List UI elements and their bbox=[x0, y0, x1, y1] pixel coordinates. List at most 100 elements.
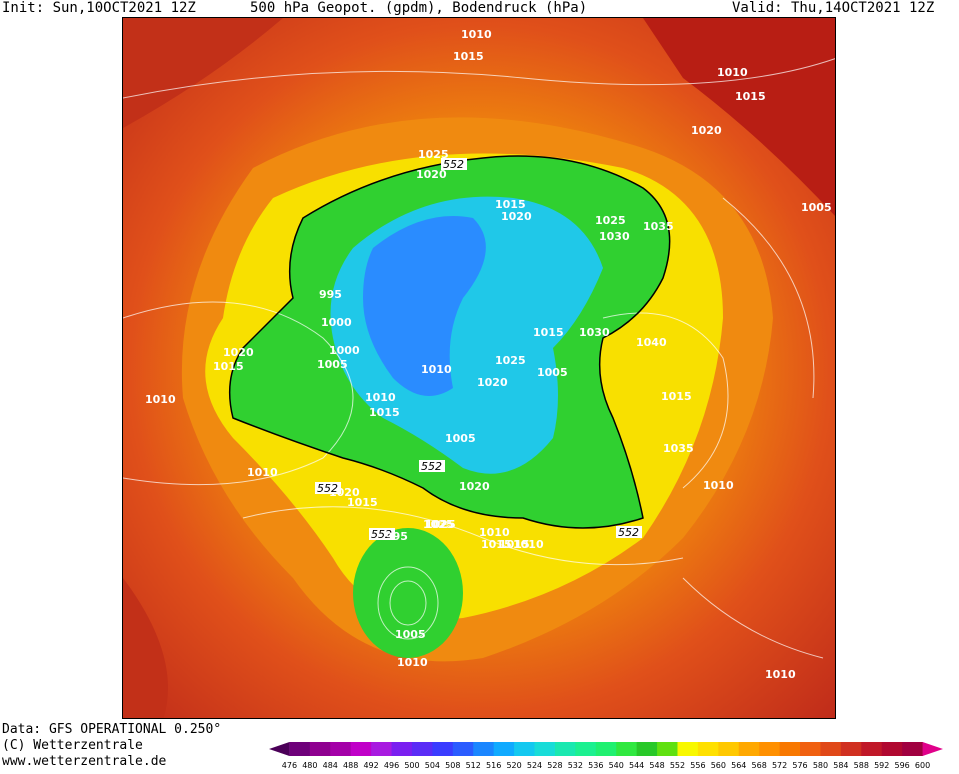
legend-tick-label: 504 bbox=[425, 761, 440, 770]
contour-label-552: 552 bbox=[317, 482, 338, 495]
warm-zone-sw bbox=[123, 578, 168, 718]
legend-tick-label: 540 bbox=[609, 761, 624, 770]
isobar-label: 1005 bbox=[537, 366, 568, 379]
legend-swatch bbox=[616, 742, 638, 756]
copyright-label: (C) Wetterzentrale bbox=[2, 738, 143, 753]
isobar-label: 1010 bbox=[717, 66, 748, 79]
isobar-label: 1015 bbox=[499, 538, 530, 551]
legend-swatch bbox=[861, 742, 883, 756]
color-legend: 476 480 484 488 492 496 500 504 508 512 516 520 524 5… bbox=[255, 739, 959, 770]
legend-tick-label: 552 bbox=[670, 761, 685, 770]
isobar-label: 1005 bbox=[445, 432, 476, 445]
legend-swatch bbox=[697, 742, 719, 756]
legend-swatch bbox=[350, 742, 372, 756]
contour-label-552: 552 bbox=[371, 528, 392, 541]
contour-label-bg bbox=[616, 526, 642, 538]
weather-map: 1010 1015 1010 1015 1020 1025 552 1020 1005 1025 1… bbox=[122, 17, 836, 719]
legend-tick-label: 476 bbox=[282, 761, 297, 770]
legend-tick-label: 524 bbox=[527, 761, 542, 770]
isobar-label: 1025 bbox=[595, 214, 626, 227]
map-canvas: 1010101510101015102010255521020100510251… bbox=[123, 18, 835, 718]
isobar-label: 1000 bbox=[329, 344, 360, 357]
legend-swatch bbox=[330, 742, 352, 756]
legend-tick-label: 572 bbox=[772, 761, 787, 770]
legend-tick-label: 532 bbox=[568, 761, 583, 770]
cutoff-low-green bbox=[353, 528, 463, 658]
warm-zone-nw bbox=[123, 18, 283, 128]
isobar-label: 1010 bbox=[397, 656, 428, 669]
isobar-label: 1020 bbox=[459, 480, 490, 493]
legend-swatch bbox=[759, 742, 781, 756]
isobar-label: 995 bbox=[319, 288, 342, 301]
isobar-label: 1010 bbox=[513, 538, 544, 551]
isobar-label: 1020 bbox=[501, 210, 532, 223]
isobar-label: 1030 bbox=[599, 230, 630, 243]
isobar-label: 1010 bbox=[247, 466, 278, 479]
legend-swatch bbox=[473, 742, 495, 756]
isobar-label: 1015 bbox=[735, 90, 766, 103]
legend-tick-label: 592 bbox=[874, 761, 889, 770]
isobars bbox=[123, 58, 835, 659]
legend-swatch bbox=[371, 742, 393, 756]
init-time-label: Init: Sun,10OCT2021 12Z bbox=[2, 0, 196, 16]
legend-swatch bbox=[411, 742, 433, 756]
website-label: www.wetterzentrale.de bbox=[2, 754, 167, 769]
contour-label-552: 552 bbox=[443, 158, 464, 171]
isobar-label: 1020 bbox=[477, 376, 508, 389]
legend-tick-label: 564 bbox=[731, 761, 746, 770]
isobar-label: 1025 bbox=[425, 518, 456, 531]
legend-swatch bbox=[309, 742, 331, 756]
legend-swatch bbox=[432, 742, 454, 756]
isobar-label: 1005 bbox=[395, 628, 426, 641]
legend-swatch bbox=[575, 742, 597, 756]
legend-swatch bbox=[657, 742, 678, 756]
legend-tick-label: 516 bbox=[486, 761, 501, 770]
isobar-label: 1025 bbox=[418, 148, 449, 161]
legend-tick-label: 576 bbox=[792, 761, 807, 770]
legend-swatch bbox=[452, 742, 474, 756]
isobar-label: 1010 bbox=[365, 391, 396, 404]
isobar-label: 1010 bbox=[479, 526, 510, 539]
legend-tick-label: 548 bbox=[649, 761, 664, 770]
legend-swatch bbox=[289, 742, 311, 756]
isobar-label: 1015 bbox=[495, 198, 526, 211]
pressure-labels: 1010101510101015102010255521020100510251… bbox=[145, 28, 832, 681]
isobar-label: 1015 bbox=[213, 360, 244, 373]
isobar-label: 1035 bbox=[663, 442, 694, 455]
contour-label-bg bbox=[419, 460, 445, 472]
isobar-label: 1015 bbox=[661, 390, 692, 403]
legend-swatch bbox=[718, 742, 740, 756]
legend-tick-label: 480 bbox=[302, 761, 317, 770]
isobar-label: 1010 bbox=[145, 393, 176, 406]
legend-tick-label: 520 bbox=[506, 761, 521, 770]
legend-swatch bbox=[269, 742, 290, 756]
legend-swatch bbox=[391, 742, 413, 756]
legend-tick-label: 556 bbox=[690, 761, 705, 770]
legend-tick-label: 600 bbox=[915, 761, 930, 770]
legend-swatch bbox=[902, 742, 924, 756]
legend-swatch bbox=[493, 742, 515, 756]
legend-swatch bbox=[554, 742, 576, 756]
legend-tick-label: 560 bbox=[711, 761, 726, 770]
legend-swatch bbox=[881, 742, 903, 756]
legend-swatch bbox=[840, 742, 862, 756]
contour-label-bg bbox=[441, 158, 467, 170]
contour-label-552: 552 bbox=[421, 460, 442, 473]
warm-zone-ne bbox=[643, 18, 835, 216]
legend-tick-label: 536 bbox=[588, 761, 603, 770]
legend-swatch bbox=[595, 742, 617, 756]
legend-tick-label: 500 bbox=[404, 761, 419, 770]
legend-tick-label: 512 bbox=[466, 761, 481, 770]
isobar-label: 1010 bbox=[765, 668, 796, 681]
legend-tick-label: 588 bbox=[854, 761, 869, 770]
contour-label-552: 552 bbox=[618, 526, 639, 539]
legend-swatch bbox=[514, 742, 536, 756]
legend-tick-label: 508 bbox=[445, 761, 460, 770]
legend-tick-label: 584 bbox=[833, 761, 848, 770]
contour-label-bg bbox=[315, 482, 341, 494]
isobar-label: 1010 bbox=[461, 28, 492, 41]
isobar-label: 1015 bbox=[347, 496, 378, 509]
legend-swatch bbox=[800, 742, 821, 756]
legend-canvas: 476 480 484 488 492 496 500 504 508 512 516 520 524 5… bbox=[269, 742, 943, 770]
legend-tick-label: 496 bbox=[384, 761, 399, 770]
